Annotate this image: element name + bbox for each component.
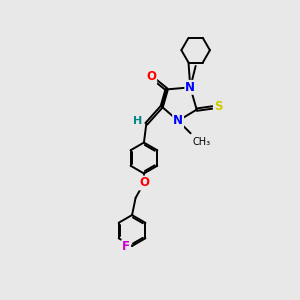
Text: F: F	[122, 240, 130, 253]
Text: N: N	[185, 81, 195, 94]
Text: S: S	[214, 100, 222, 113]
Text: CH₃: CH₃	[192, 137, 210, 147]
Text: N: N	[173, 114, 183, 127]
Text: H: H	[134, 116, 142, 127]
Text: O: O	[146, 70, 156, 83]
Text: O: O	[139, 176, 149, 190]
